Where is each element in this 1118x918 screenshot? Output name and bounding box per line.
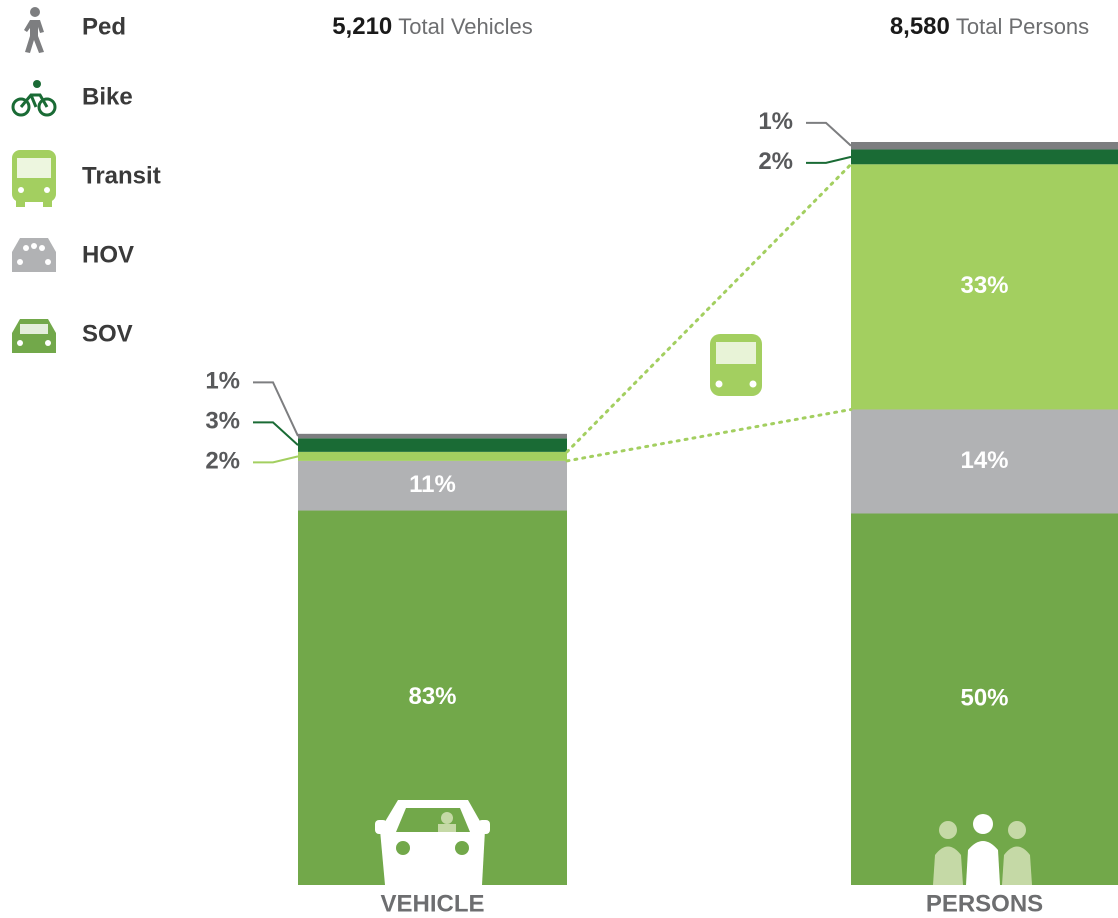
value-label: 1% xyxy=(758,108,793,135)
x-tick-label: PERSONS xyxy=(926,890,1043,917)
total-caption: Total Vehicles xyxy=(398,14,533,39)
value-label: 11% xyxy=(409,471,456,498)
value-label: 83% xyxy=(408,683,456,710)
leader-line xyxy=(253,455,299,464)
total-value: 8,580 xyxy=(890,13,950,40)
x-tick-label: VEHICLE xyxy=(380,890,484,917)
bar-segment xyxy=(851,409,1118,514)
bar-segment xyxy=(851,142,1118,150)
total-value: 5,210 xyxy=(332,13,392,40)
legend-label: Bike xyxy=(82,83,133,110)
legend-label: HOV xyxy=(82,241,134,268)
bar-segment xyxy=(298,433,567,439)
car-icon xyxy=(375,800,490,885)
bike-icon xyxy=(11,80,57,117)
total-caption: Total Persons xyxy=(956,14,1089,39)
leader-line xyxy=(253,381,299,437)
value-label: 33% xyxy=(960,272,1008,299)
legend-icons xyxy=(11,7,57,353)
leader-line xyxy=(806,155,852,164)
leader-line xyxy=(806,121,852,147)
ped-icon xyxy=(24,7,44,53)
leader-line xyxy=(253,421,299,446)
value-label: 50% xyxy=(960,685,1008,712)
legend-label: SOV xyxy=(82,320,133,347)
legend-label: Transit xyxy=(82,162,161,189)
legend-label: Ped xyxy=(82,13,126,40)
sov-icon xyxy=(12,319,56,353)
value-label: 3% xyxy=(205,408,240,435)
transit-icon xyxy=(710,334,762,396)
bar-segment xyxy=(851,149,1118,165)
people-icon xyxy=(933,814,1032,885)
bar-segment xyxy=(298,438,567,452)
value-label: 2% xyxy=(205,448,240,475)
transit-connector xyxy=(565,407,853,463)
value-label: 14% xyxy=(960,447,1008,474)
bar-segment xyxy=(298,460,567,511)
bar-segment xyxy=(851,164,1118,410)
transit-connector xyxy=(565,162,853,454)
hov-icon xyxy=(12,238,56,272)
total-label: 5,210 Total Vehicles xyxy=(332,13,533,40)
value-label: 2% xyxy=(758,148,793,175)
value-label: 1% xyxy=(205,368,240,395)
bar-segment xyxy=(298,451,567,461)
bus-icon xyxy=(12,150,56,207)
total-label: 8,580 Total Persons xyxy=(890,13,1089,40)
